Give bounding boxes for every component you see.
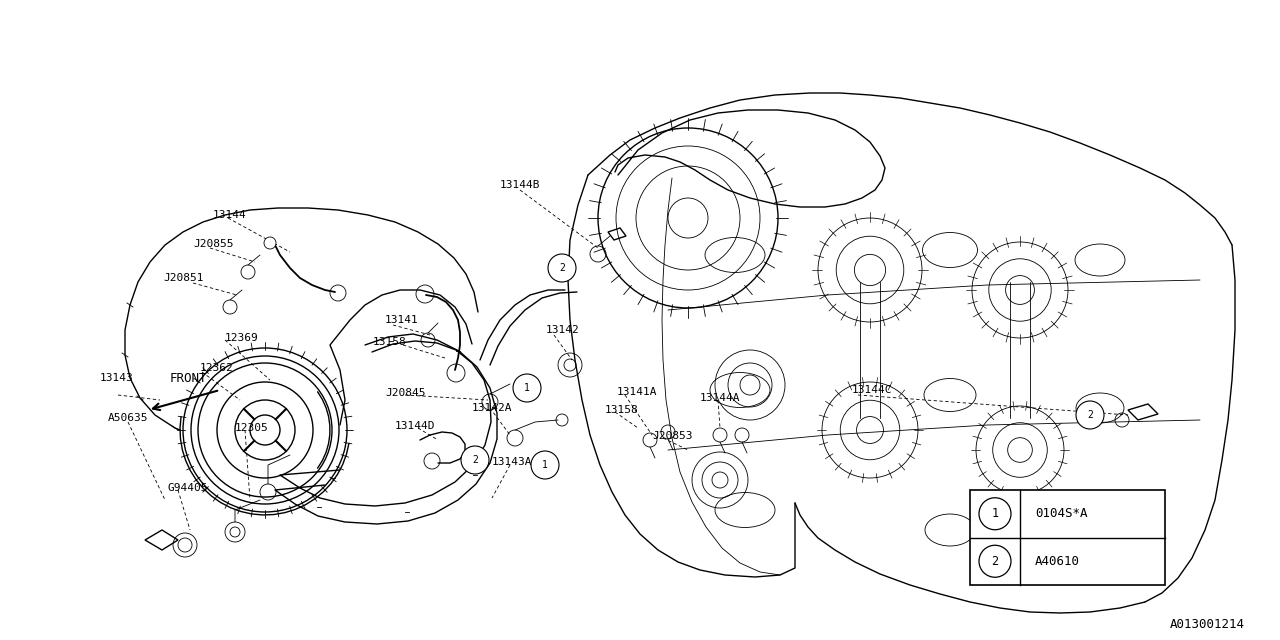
Text: J20851: J20851 xyxy=(163,273,204,283)
Text: 1: 1 xyxy=(524,383,530,393)
Text: 13142: 13142 xyxy=(547,325,580,335)
Text: 2: 2 xyxy=(992,555,998,568)
Circle shape xyxy=(979,498,1011,530)
Text: 1: 1 xyxy=(992,508,998,520)
Text: 13141A: 13141A xyxy=(617,387,658,397)
Circle shape xyxy=(250,415,280,445)
Text: 13143: 13143 xyxy=(100,373,133,383)
Text: 0104S*A: 0104S*A xyxy=(1036,508,1088,520)
Text: 13144A: 13144A xyxy=(700,393,741,403)
Text: 2: 2 xyxy=(472,455,477,465)
Circle shape xyxy=(979,545,1011,577)
Text: 13144D: 13144D xyxy=(396,421,435,431)
Text: A013001214: A013001214 xyxy=(1170,618,1245,632)
Text: 13158: 13158 xyxy=(605,405,639,415)
Circle shape xyxy=(531,451,559,479)
Text: 13144C: 13144C xyxy=(852,385,892,395)
Text: 12369: 12369 xyxy=(225,333,259,343)
Text: 12305: 12305 xyxy=(236,423,269,433)
Text: 1: 1 xyxy=(541,460,548,470)
Text: 13144B: 13144B xyxy=(500,180,540,190)
Text: 13158: 13158 xyxy=(372,337,407,347)
Text: 13143A: 13143A xyxy=(492,457,532,467)
Circle shape xyxy=(1076,401,1103,429)
Circle shape xyxy=(264,237,276,249)
Text: 12362: 12362 xyxy=(200,363,234,373)
Text: J20853: J20853 xyxy=(652,431,692,441)
Text: 13144: 13144 xyxy=(212,210,247,220)
Text: G94405: G94405 xyxy=(168,483,209,493)
Text: 13142A: 13142A xyxy=(472,403,512,413)
Text: FRONT: FRONT xyxy=(170,371,207,385)
Circle shape xyxy=(712,472,728,488)
Text: 2: 2 xyxy=(1087,410,1093,420)
Circle shape xyxy=(461,446,489,474)
Bar xyxy=(970,490,1165,585)
Circle shape xyxy=(548,254,576,282)
Text: J20845: J20845 xyxy=(385,388,425,398)
Text: A40610: A40610 xyxy=(1036,555,1080,568)
Text: 2: 2 xyxy=(559,263,564,273)
Text: J20855: J20855 xyxy=(193,239,233,249)
Circle shape xyxy=(668,198,708,238)
Text: 13141: 13141 xyxy=(385,315,419,325)
Circle shape xyxy=(513,374,541,402)
Text: A50635: A50635 xyxy=(108,413,148,423)
